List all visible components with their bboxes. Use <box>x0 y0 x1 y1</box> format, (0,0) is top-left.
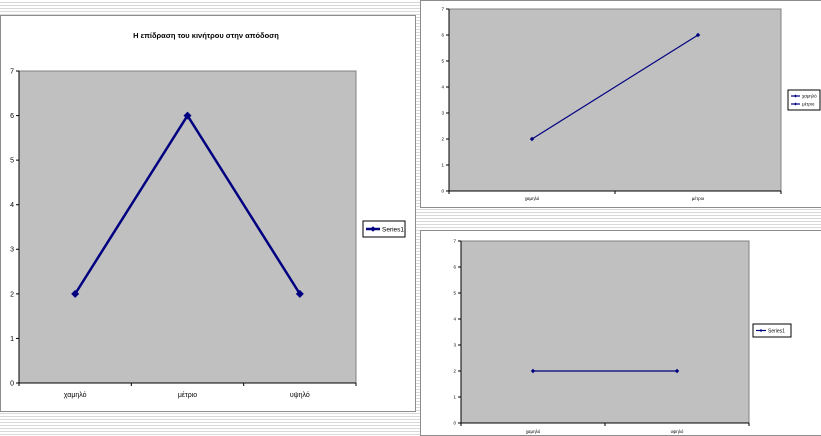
chart-title: Η επίδραση του κινήτρου στην απόδοση <box>133 31 279 40</box>
y-tick-label: 4 <box>441 85 444 90</box>
x-tick-label: χαμηλό <box>526 428 541 434</box>
legend-label: Series1 <box>768 328 785 334</box>
y-tick-label: 2 <box>10 291 14 298</box>
y-tick-label: 6 <box>10 113 14 120</box>
y-tick-label: 1 <box>441 163 444 168</box>
y-tick-label: 3 <box>453 343 456 348</box>
y-tick-label: 1 <box>453 395 456 400</box>
plot-area <box>460 240 750 424</box>
legend-marker <box>793 94 798 98</box>
y-tick-label: 2 <box>453 369 456 374</box>
legend-box <box>362 220 406 238</box>
y-tick-label: 0 <box>10 380 14 387</box>
x-tick-label: μέτριο <box>178 391 197 399</box>
y-tick-label: 5 <box>441 59 444 64</box>
y-tick-label: 4 <box>453 317 456 322</box>
x-tick-label: χαμηλό <box>525 195 540 201</box>
x-tick-label: υψηλό <box>671 428 684 434</box>
y-tick-label: 3 <box>441 111 444 116</box>
plot-area <box>18 70 357 384</box>
data-point <box>674 368 680 374</box>
chart-main-svg: Η επίδραση του κινήτρου στην απόδοση 0 1 2 3… <box>10 31 406 399</box>
x-tick-label: υψηλό <box>290 391 310 399</box>
y-tick-label: 1 <box>10 336 14 343</box>
legend-marker <box>759 328 763 333</box>
y-tick-label: 5 <box>10 158 14 165</box>
legend-label: μέτριο <box>802 101 815 107</box>
x-tick-label: χαμηλό <box>64 391 87 399</box>
chart-bottom-right-svg: 0 1 2 3 4 5 6 7 χαμηλό υψηλό Series1 <box>453 239 792 434</box>
legend-box <box>752 323 792 338</box>
data-point <box>530 368 536 374</box>
chart-main: Η επίδραση του κινήτρου στην απόδοση 0 1 2 3… <box>0 15 416 412</box>
y-tick-label: 7 <box>453 239 456 244</box>
data-point <box>295 289 304 298</box>
data-point <box>183 111 192 120</box>
chart-top-right-svg: 0 1 2 3 4 5 6 7 χαμηλό μέτριο χαμηλό μέτριο <box>441 7 821 201</box>
y-tick-label: 0 <box>453 421 456 426</box>
data-point <box>71 289 80 298</box>
legend-marker <box>370 226 376 232</box>
y-tick-label: 6 <box>441 33 444 38</box>
data-point <box>529 136 535 142</box>
y-tick-label: 7 <box>10 68 14 75</box>
y-tick-label: 5 <box>453 291 456 296</box>
plot-area <box>448 8 782 192</box>
series-line <box>531 34 699 140</box>
data-point <box>695 32 701 38</box>
x-tick-label: μέτριο <box>692 195 705 201</box>
y-tick-label: 2 <box>441 137 444 142</box>
y-tick-label: 4 <box>10 202 14 209</box>
y-tick-label: 3 <box>10 247 14 254</box>
y-tick-label: 0 <box>441 189 444 194</box>
y-tick-label: 6 <box>453 265 456 270</box>
chart-top-right: 0 1 2 3 4 5 6 7 χαμηλό μέτριο χαμηλό μέτριο <box>420 0 821 208</box>
legend-label: χαμηλό <box>802 93 817 99</box>
legend-marker <box>793 102 798 106</box>
y-tick-label: 7 <box>441 7 444 12</box>
legend-label: Series1 <box>382 226 404 233</box>
chart-bottom-right: 0 1 2 3 4 5 6 7 χαμηλό υψηλό Series1 <box>420 230 821 436</box>
